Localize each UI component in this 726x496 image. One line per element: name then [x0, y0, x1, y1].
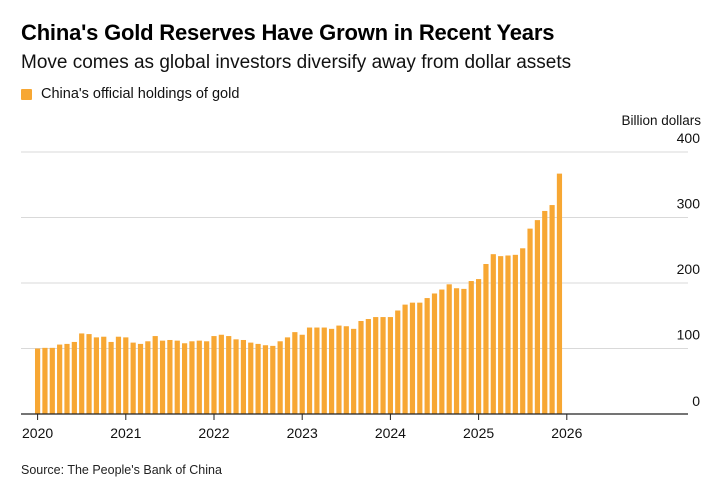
bar: [351, 328, 357, 414]
bar: [453, 288, 460, 414]
bar: [534, 220, 540, 414]
bar: [284, 337, 291, 414]
bar: [556, 173, 563, 414]
bar: [321, 327, 327, 414]
chart-title: China's Gold Reserves Have Grown in Rece…: [21, 20, 555, 45]
bar: [358, 320, 364, 414]
x-tick-label: 2026: [551, 425, 582, 441]
bar: [218, 334, 224, 414]
bar: [123, 337, 129, 414]
bar: [57, 344, 63, 414]
x-tick-label: 2020: [22, 425, 53, 441]
bar: [167, 339, 173, 414]
x-tick-label: 2022: [198, 425, 229, 441]
bar: [329, 328, 335, 414]
bar: [240, 339, 246, 414]
bar: [549, 205, 555, 414]
y-tick-label: 0: [692, 393, 700, 409]
bar: [159, 340, 166, 414]
x-tick-label: 2025: [463, 425, 494, 441]
y-tick-label: 100: [677, 327, 701, 343]
bar: [527, 228, 533, 414]
bar: [365, 319, 371, 414]
bar: [189, 341, 195, 414]
y-tick-label: 200: [677, 261, 701, 277]
bar: [498, 256, 504, 414]
bar: [299, 334, 305, 414]
bar: [387, 317, 393, 414]
bar: [439, 289, 445, 414]
bar: [542, 210, 548, 414]
bar: [314, 327, 320, 414]
bar: [424, 298, 430, 414]
bar: [42, 347, 48, 414]
bar: [512, 254, 518, 414]
bar: [86, 334, 92, 414]
bar: [145, 341, 151, 414]
x-tick-label: 2023: [287, 425, 318, 441]
bar: [137, 343, 144, 414]
x-tick-label: 2024: [375, 425, 406, 441]
bar: [204, 341, 210, 414]
chart-subtitle: Move comes as global investors diversify…: [21, 52, 572, 73]
bar: [108, 341, 114, 414]
bar: [79, 333, 85, 414]
bar: [211, 336, 217, 414]
bar: [101, 336, 107, 414]
bar: [520, 248, 526, 414]
bar: [233, 339, 239, 414]
bar: [226, 336, 232, 414]
bar: [380, 317, 386, 414]
bar: [468, 281, 474, 414]
bar: [115, 336, 122, 414]
bar: [292, 332, 298, 415]
bar: [64, 343, 70, 414]
bar: [306, 327, 313, 414]
y-tick-label: 300: [677, 196, 701, 212]
legend: China's official holdings of gold: [21, 86, 239, 102]
y-axis-label: Billion dollars: [621, 113, 701, 128]
bar: [343, 326, 349, 414]
bar: [446, 284, 452, 414]
bar: [277, 341, 283, 414]
bar: [402, 304, 408, 414]
bar: [248, 342, 254, 414]
legend-label: China's official holdings of gold: [41, 86, 240, 102]
bar: [270, 345, 276, 414]
bar: [490, 254, 496, 414]
bar: [262, 345, 269, 414]
bar: [409, 302, 416, 414]
bar: [373, 317, 379, 414]
bar: [395, 310, 401, 414]
bar: [431, 293, 438, 414]
bar: [476, 279, 482, 414]
x-tick-label: 2021: [110, 425, 141, 441]
bar: [461, 288, 467, 414]
bar: [336, 325, 342, 414]
source-note: Source: The People's Bank of China: [21, 463, 222, 477]
bar: [417, 302, 423, 414]
bar: [196, 340, 202, 414]
bar: [255, 343, 261, 414]
bar: [182, 343, 188, 414]
bar: [71, 341, 77, 414]
legend-swatch: [21, 88, 32, 100]
y-tick-label: 400: [677, 130, 701, 146]
bar: [174, 340, 180, 414]
bar: [35, 348, 41, 414]
bar: [505, 255, 511, 414]
bar: [93, 337, 99, 414]
bar: [483, 264, 489, 414]
bar: [49, 347, 55, 414]
bar: [152, 336, 158, 414]
bar: [130, 342, 136, 414]
